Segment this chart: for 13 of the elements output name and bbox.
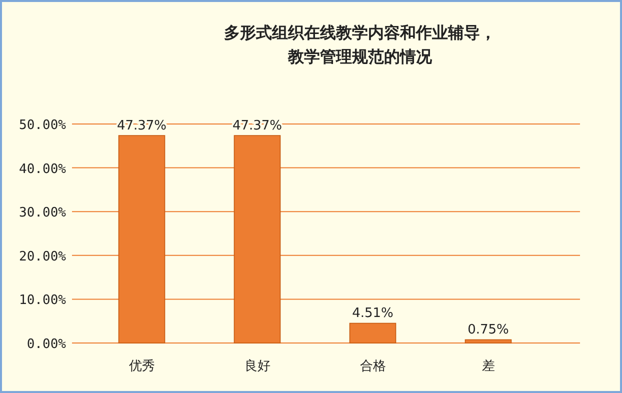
x-tick-label: 良好 [244,359,270,374]
y-tick-label: 10.00% [19,293,66,308]
x-tick-label: 合格 [360,359,386,374]
y-tick-label: 50.00% [19,118,66,133]
y-tick-label: 40.00% [19,162,66,177]
y-tick-label: 0.00% [26,337,66,352]
y-tick-label: 20.00% [19,249,66,264]
chart-title: 多形式组织在线教学内容和作业辅导，教学管理规范的情况 [224,23,496,66]
x-tick-label: 优秀 [128,359,155,374]
data-label: 4.51% [352,306,394,322]
y-tick-label: 30.00% [19,206,66,221]
data-label: 0.75% [468,322,509,338]
x-tick-label: 差 [482,359,495,374]
